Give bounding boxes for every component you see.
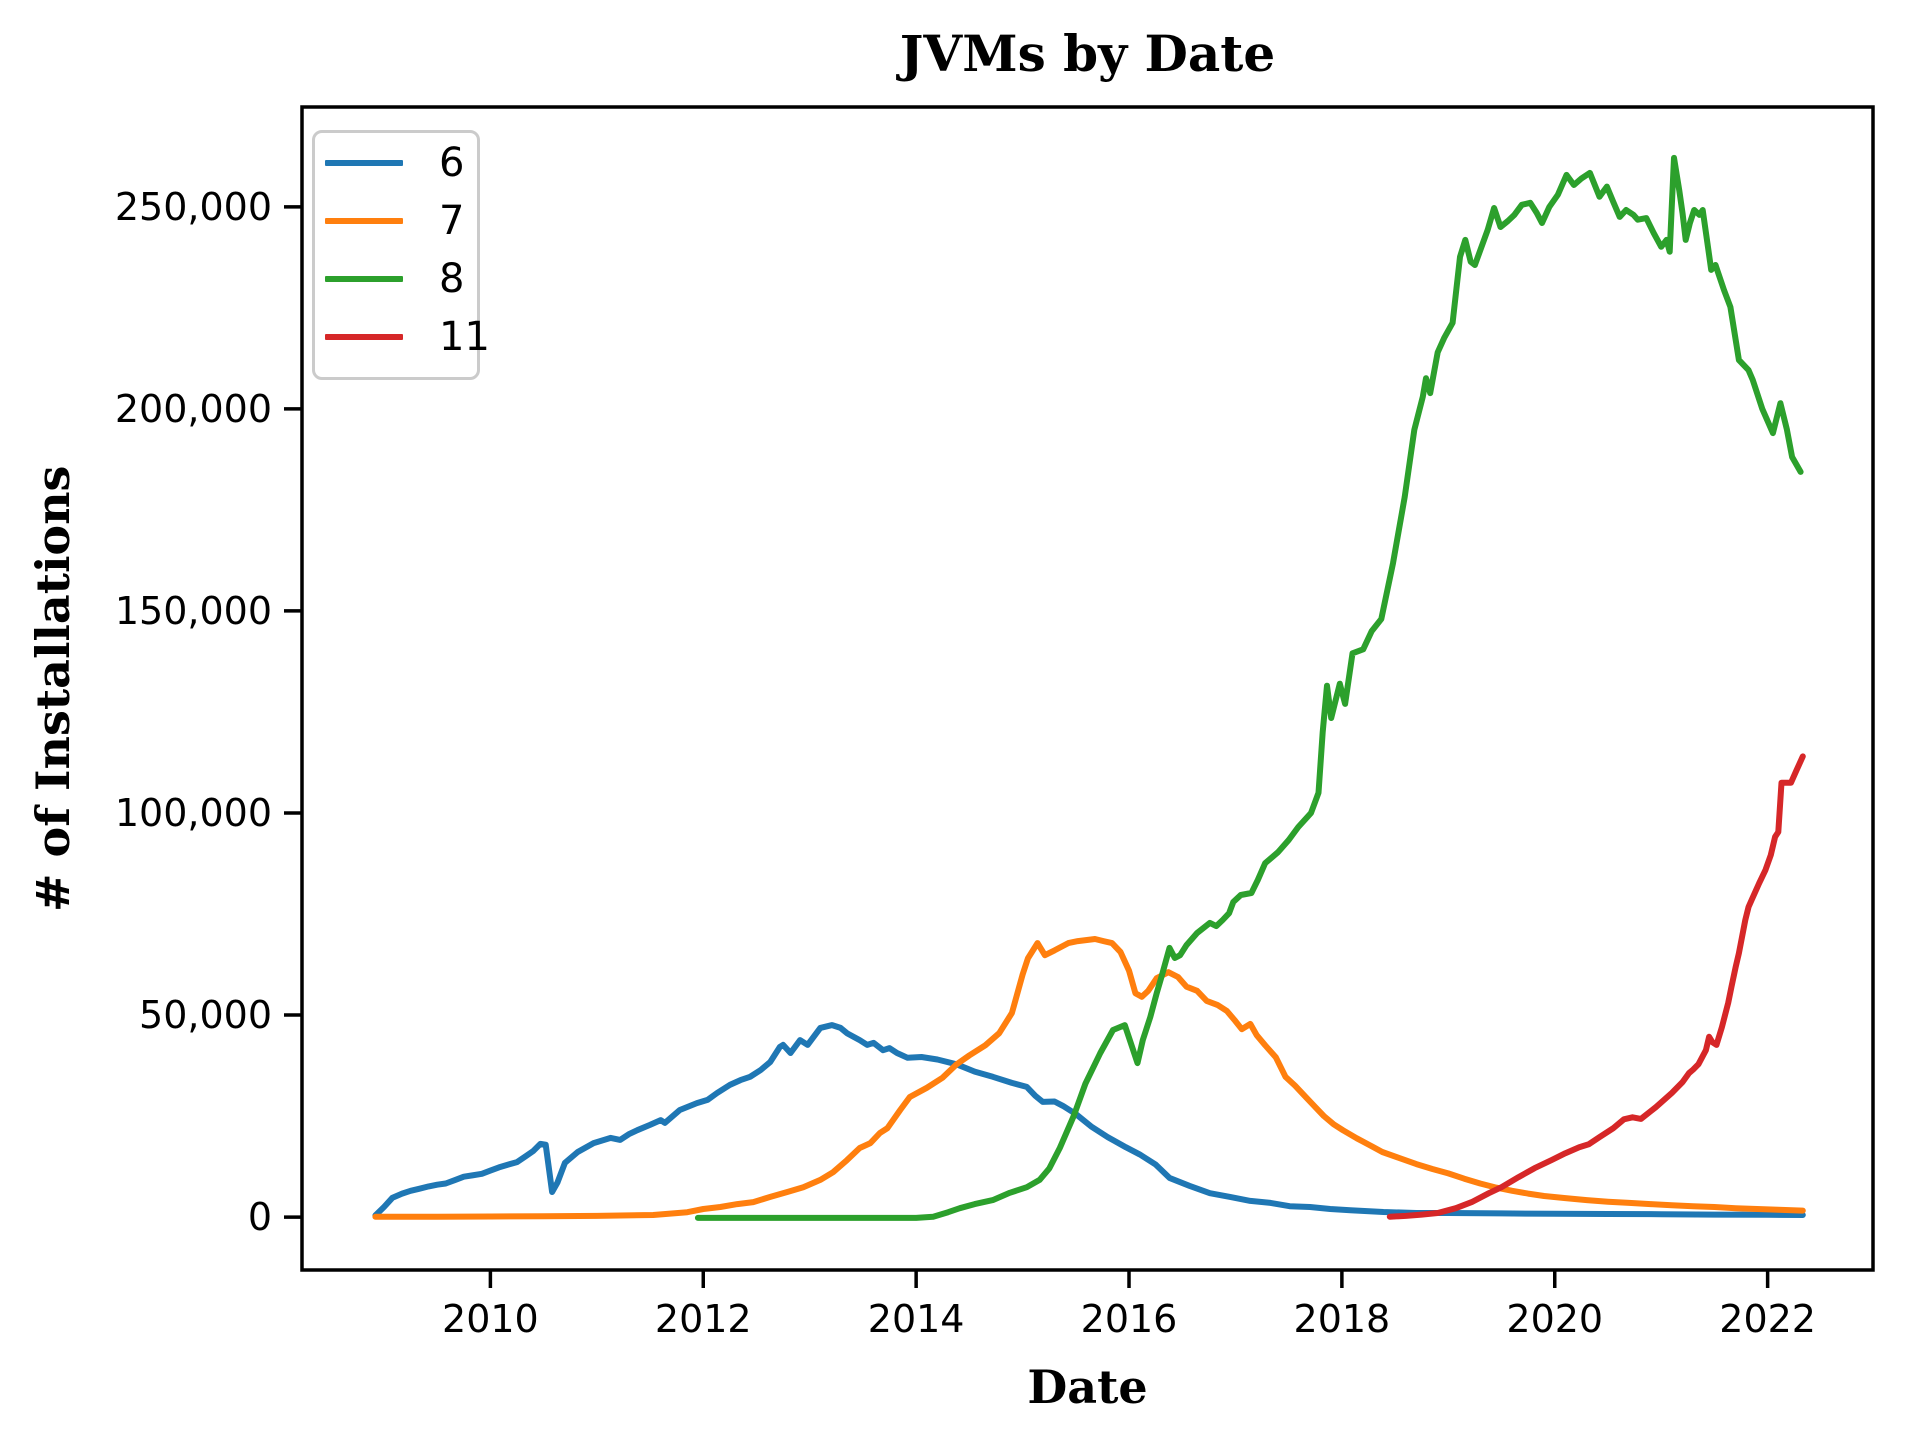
series-line-11 xyxy=(1386,753,1806,1220)
x-tick-label: 2018 xyxy=(1294,1297,1391,1341)
x-tick-label: 2020 xyxy=(1506,1297,1603,1341)
legend-entry: 6 xyxy=(315,134,477,192)
x-tick-label: 2010 xyxy=(442,1297,539,1341)
series-line-8 xyxy=(694,154,1804,1221)
legend-label: 8 xyxy=(439,256,465,302)
legend: 6 7 8 11 xyxy=(312,130,490,380)
series-line-6 xyxy=(372,1022,1806,1219)
legend-label: 6 xyxy=(439,140,465,186)
legend-entry: 11 xyxy=(315,308,490,366)
legend-line-swatch xyxy=(325,276,403,282)
axes-frame xyxy=(300,105,1875,1272)
legend-line-swatch xyxy=(325,334,403,340)
legend-label: 11 xyxy=(439,314,490,360)
legend-entry: 7 xyxy=(315,192,477,250)
x-tick-label: 2022 xyxy=(1719,1297,1816,1341)
x-axis-label: Date xyxy=(1027,1360,1148,1414)
y-tick-label: 200,000 xyxy=(115,387,272,431)
x-tick-label: 2012 xyxy=(655,1297,752,1341)
y-tick-label: 250,000 xyxy=(115,185,272,229)
y-tick-label: 100,000 xyxy=(115,791,272,835)
legend-entry: 8 xyxy=(315,250,477,308)
chart-title: JVMs by Date xyxy=(899,24,1276,83)
y-tick-label: 0 xyxy=(248,1195,272,1239)
legend-line-swatch xyxy=(325,218,403,224)
y-tick-label: 50,000 xyxy=(139,993,272,1037)
x-tick-label: 2016 xyxy=(1081,1297,1178,1341)
legend-label: 7 xyxy=(439,198,465,244)
x-tick-label: 2014 xyxy=(868,1297,965,1341)
legend-line-swatch xyxy=(325,160,403,166)
y-tick-label: 150,000 xyxy=(115,589,272,633)
